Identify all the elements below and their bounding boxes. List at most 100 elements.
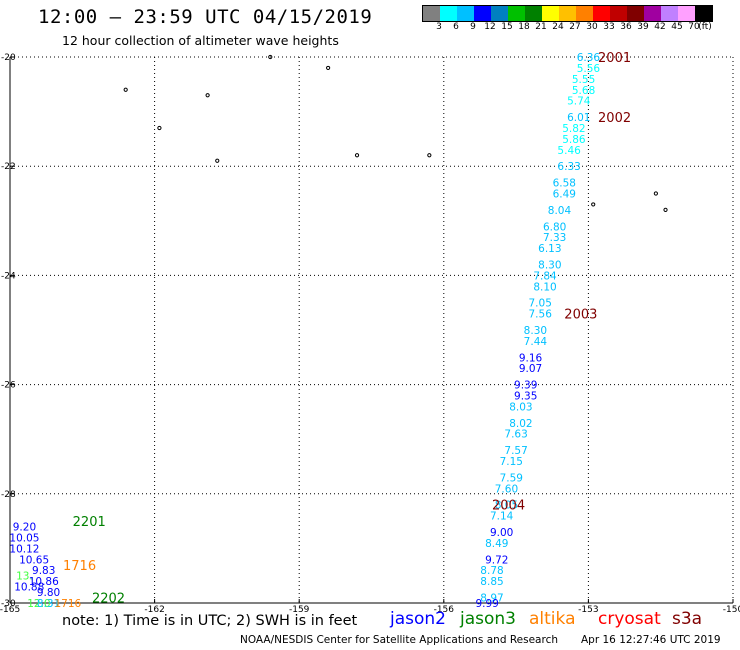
y-tick-label: -20 xyxy=(1,53,16,63)
legend-tick-label: 9 xyxy=(470,22,476,32)
wave-height-value: 7.57 xyxy=(504,445,527,457)
wave-height-value: 7.84 xyxy=(533,270,557,282)
island-outline xyxy=(326,65,331,71)
legend-swatch xyxy=(593,6,610,21)
wave-height-value: 8.05 xyxy=(495,500,518,512)
legend-tick-label: 18 xyxy=(518,22,530,32)
wave-height-value: 5.86 xyxy=(562,134,586,146)
wave-height-value: 5.82 xyxy=(562,123,585,135)
legend-swatch xyxy=(525,6,542,21)
x-tick-label: -165 xyxy=(0,605,20,615)
track-time-label: 2201 xyxy=(73,515,106,530)
legend-tick-label: 21 xyxy=(535,22,547,32)
legend-tick-label: 36 xyxy=(620,22,632,32)
island-outline xyxy=(591,202,596,207)
wave-height-value: 7.56 xyxy=(529,309,553,321)
legend-tick-label: 39 xyxy=(637,22,649,32)
legend-swatch xyxy=(695,6,712,21)
legend-swatch xyxy=(423,6,440,21)
wave-height-value: 7.15 xyxy=(500,456,523,468)
footer-note: note: 1) Time is in UTC; 2) SWH is in fe… xyxy=(62,613,358,629)
color-scale-legend xyxy=(422,5,713,22)
island-outline xyxy=(427,153,432,158)
wave-height-value: 7.63 xyxy=(504,429,527,441)
legend-swatch xyxy=(661,6,678,21)
legend-swatch xyxy=(474,6,491,21)
legend-swatch xyxy=(610,6,627,21)
legend-swatch xyxy=(440,6,457,21)
wave-height-value: 7.44 xyxy=(524,336,548,348)
satellite-cryosat-label: cryosat xyxy=(598,609,661,629)
wave-height-value: 7.05 xyxy=(529,298,552,310)
legend-tick-label: 70 xyxy=(688,22,700,32)
island-outline xyxy=(205,93,210,98)
legend-tick-label: 15 xyxy=(501,22,513,32)
satellite-jason2-label: jason2 xyxy=(390,609,446,629)
wave-height-value: 8.31 xyxy=(37,598,60,610)
y-tick-label: -26 xyxy=(1,381,16,391)
y-tick-label: -24 xyxy=(1,271,16,281)
legend-swatch xyxy=(678,6,695,21)
wave-height-value: 8.04 xyxy=(548,205,572,217)
wave-height-value: 8.03 xyxy=(509,401,532,413)
x-tick-label: -150 xyxy=(723,605,740,615)
wave-height-value: 6.49 xyxy=(553,189,576,201)
wave-height-value: 9.99 xyxy=(475,598,498,610)
wave-height-value: 7.59 xyxy=(500,472,523,484)
wave-height-value: 5.55 xyxy=(572,74,595,86)
wave-height-value: 9.39 xyxy=(514,380,537,392)
legend-swatch xyxy=(508,6,525,21)
wave-height-value: 6.13 xyxy=(538,243,561,255)
legend-tick-label: 33 xyxy=(603,22,615,32)
wave-height-value: 10.65 xyxy=(19,554,49,566)
wave-height-value: 10.12 xyxy=(9,543,39,555)
wave-height-value: 6.01 xyxy=(567,112,590,124)
island-outline xyxy=(123,87,128,92)
island-outlines xyxy=(123,54,668,212)
axes: -165 -162 -159 -156 -153 -150 -20 -22 -24 -26 -28 -… xyxy=(0,53,740,615)
wave-height-value: 8.02 xyxy=(509,418,532,430)
legend-swatch xyxy=(491,6,508,21)
wave-height-value: 10.05 xyxy=(9,532,39,544)
generated-timestamp: Apr 16 12:27:46 UTC 2019 xyxy=(581,634,721,646)
legend-tick-label: (ft) xyxy=(698,22,712,32)
island-outline xyxy=(663,207,668,212)
wave-height-value: 8.85 xyxy=(480,576,503,588)
wave-height-value: 5.56 xyxy=(577,63,601,75)
wave-height-value: 7.60 xyxy=(495,483,518,495)
legend-swatch xyxy=(644,6,661,21)
wave-height-value: 9.16 xyxy=(519,352,543,364)
wave-height-value: 5.74 xyxy=(567,96,591,108)
track-time-labels: 2001 2002 2003 2004 2201 1716 2202 xyxy=(63,51,631,607)
wave-height-value: 7.14 xyxy=(490,511,514,523)
satellite-s3a-label: s3a xyxy=(672,609,703,629)
wave-height-value: 9.00 xyxy=(490,527,513,539)
wave-height-value: 7.33 xyxy=(543,232,566,244)
wave-height-value: 8.78 xyxy=(480,565,503,577)
track-time-label: 2003 xyxy=(564,308,597,323)
wave-height-value: 1716 xyxy=(54,598,81,610)
legend-tick-label: 45 xyxy=(671,22,683,32)
wave-height-value: 5.68 xyxy=(572,85,595,97)
legend-swatch xyxy=(457,6,474,21)
wave-height-labels: 6.365.565.555.685.74 6.015.825.865.46 6.33… xyxy=(9,52,600,610)
wave-height-value: 13. xyxy=(16,571,33,583)
wave-height-value: 8.49 xyxy=(485,538,508,550)
x-tick-label: -159 xyxy=(289,605,310,615)
wave-height-value: 10.86 xyxy=(29,576,59,588)
y-tick-label: -30 xyxy=(1,599,16,609)
wave-height-value: 8.30 xyxy=(524,325,547,337)
satellite-jason3-label: jason3 xyxy=(460,609,516,629)
track-time-label: 2001 xyxy=(598,51,631,66)
legend-tick-label: 27 xyxy=(569,22,581,32)
legend-tick-label: 30 xyxy=(586,22,598,32)
island-outline xyxy=(653,191,658,196)
y-tick-label: -22 xyxy=(1,162,16,172)
wave-height-value: 9.72 xyxy=(485,554,508,566)
wave-height-value: 6.58 xyxy=(553,178,576,190)
legend-swatch xyxy=(627,6,644,21)
island-outline xyxy=(157,125,162,131)
wave-height-value: 5.46 xyxy=(557,145,581,157)
wave-height-value: 9.07 xyxy=(519,363,542,375)
